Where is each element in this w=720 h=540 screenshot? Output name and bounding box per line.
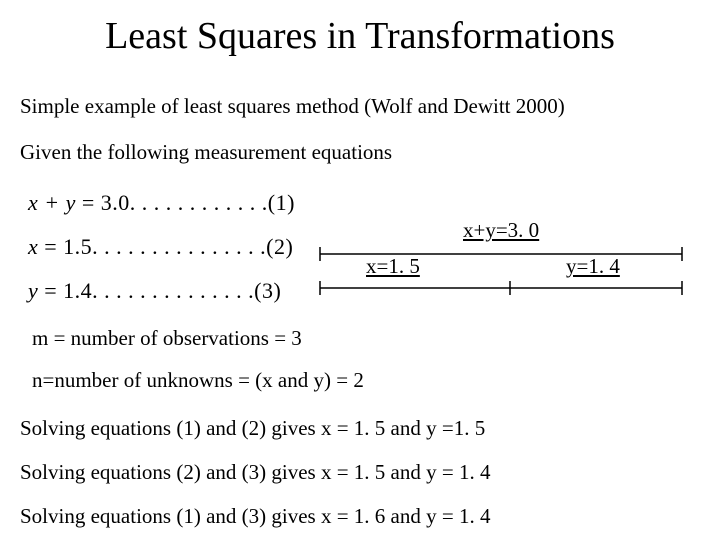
eq1-lhs: x + y [28,190,76,215]
eq3-lhs: y [28,278,38,303]
diagram-svg [318,218,700,308]
measurement-diagram: x+y=3. 0 x=1. 5 y=1. 4 [318,218,700,308]
equation-3: y = 1.4. . . . . . . . . . . . . .(3) [28,278,281,304]
solve-line-1: Solving equations (1) and (2) gives x = … [20,416,485,441]
eq1-rhs: = 3.0. . . . . . . . . . . .(1) [82,190,295,215]
page-title: Least Squares in Transformations [0,14,720,58]
equation-2: x = 1.5. . . . . . . . . . . . . . .(2) [28,234,293,260]
eq2-lhs: x [28,234,38,259]
intro-line-2: Given the following measurement equation… [20,140,392,165]
slide: Least Squares in Transformations Simple … [0,0,720,540]
intro-line-1: Simple example of least squares method (… [20,94,565,119]
equation-1: x + y = 3.0. . . . . . . . . . . .(1) [28,190,295,216]
solve-line-3: Solving equations (1) and (3) gives x = … [20,504,490,529]
eq2-rhs: = 1.5. . . . . . . . . . . . . . .(2) [44,234,293,259]
eq3-rhs: = 1.4. . . . . . . . . . . . . .(3) [44,278,281,303]
n-line: n=number of unknowns = (x and y) = 2 [32,368,364,393]
solve-line-2: Solving equations (2) and (3) gives x = … [20,460,490,485]
m-line: m = number of observations = 3 [32,326,302,351]
